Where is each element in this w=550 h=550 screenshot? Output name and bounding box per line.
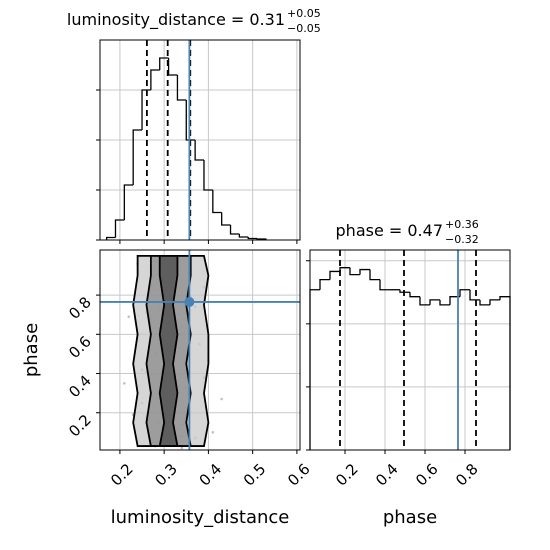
title-upper-error: +0.05 [287, 7, 321, 20]
y-tick-label: 0.4 [65, 372, 95, 402]
histogram-bin [132, 129, 143, 185]
histogram-bin [439, 299, 450, 306]
x-tick-label: 0.5 [240, 460, 270, 490]
histogram-bin [238, 234, 249, 238]
title-lower-error: −0.32 [445, 233, 479, 246]
x-tick-label: 0.4 [372, 460, 402, 490]
x-tick-label: 0.6 [284, 460, 314, 490]
sample-point [123, 382, 126, 385]
histogram-bin [469, 289, 480, 301]
x-tick-label: 0.8 [452, 460, 482, 490]
histogram-bin [329, 270, 340, 280]
histogram-bin [369, 269, 380, 281]
histogram-bin [159, 57, 169, 70]
histogram-bin [167, 58, 178, 76]
panel-frame [309, 249, 511, 451]
x-axis-label: phase [383, 507, 437, 528]
histogram-bin [429, 299, 440, 305]
histogram-bin [123, 184, 134, 220]
histogram-bin [399, 289, 410, 293]
histogram-bin [499, 296, 511, 450]
histogram-bin [479, 299, 490, 306]
x-tick-label: 0.2 [332, 460, 362, 490]
histogram-bin [489, 299, 500, 305]
sample-point [180, 446, 184, 450]
x-axis-label: luminosity_distance [111, 507, 290, 528]
histogram-bin [309, 289, 320, 450]
y-tick-label: 0.2 [65, 411, 95, 441]
truth-point [184, 296, 195, 307]
contour [158, 254, 179, 447]
histogram-bin [359, 268, 370, 275]
histogram-bin [349, 267, 360, 276]
histogram-bin [203, 160, 213, 191]
title-lower-error: −0.05 [287, 22, 321, 35]
histogram-bin [176, 75, 187, 101]
histogram-bin [212, 190, 222, 214]
x-tick-label: 0.3 [151, 460, 181, 490]
histogram-bin [150, 69, 160, 90]
panel-frame [99, 39, 301, 241]
x-tick-label: 0.2 [107, 460, 137, 490]
histogram-bin [114, 219, 125, 238]
histogram-bin [247, 237, 258, 240]
sample-point [220, 397, 223, 401]
y-tick-label: 0.8 [65, 293, 95, 323]
x-tick-label: 0.6 [412, 460, 442, 490]
y-axis-label: phase [21, 323, 42, 377]
histogram-bin [459, 289, 470, 297]
panel-title: phase = 0.47 [336, 221, 443, 240]
histogram-bin [379, 279, 390, 291]
histogram-bin [221, 212, 231, 226]
histogram-bin [449, 296, 460, 305]
y-tick-label: 0.6 [65, 332, 95, 362]
histogram-bin [141, 89, 151, 130]
histogram-bin [105, 236, 116, 240]
title-upper-error: +0.36 [445, 218, 479, 231]
histogram-bin [229, 225, 240, 235]
histogram-bin [319, 279, 330, 290]
sample-point [211, 431, 215, 434]
sample-point [127, 315, 131, 318]
histogram-bin [194, 140, 204, 161]
panel-frame [99, 249, 301, 451]
x-tick-label: 0.4 [196, 460, 226, 490]
histogram-bin [419, 296, 430, 306]
panel-title: luminosity_distance = 0.31 [67, 10, 285, 30]
histogram-bin [185, 100, 196, 141]
histogram-bin [409, 292, 420, 298]
